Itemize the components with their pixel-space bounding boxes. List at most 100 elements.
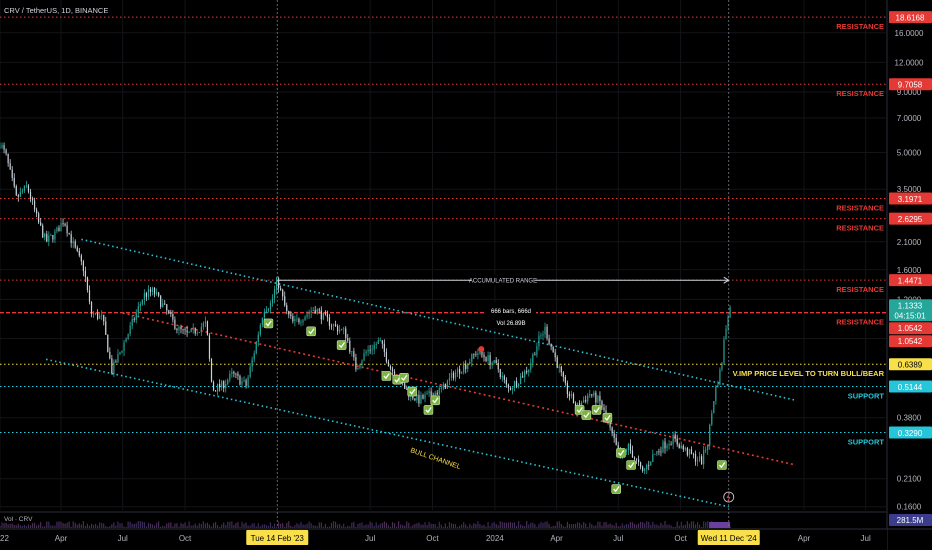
volume-bar <box>280 523 282 528</box>
volume-bar <box>648 521 650 528</box>
candle-body <box>247 376 249 386</box>
level-price-tag-label: 1.4471 <box>898 277 923 286</box>
price-axis[interactable]: 16.0000 12.0000 9.0000 7.0000 5.0000 3.5000 2.… <box>886 0 932 550</box>
candle-body <box>715 386 717 402</box>
volume-bar <box>137 521 139 528</box>
candle-body <box>27 185 30 192</box>
red-price-tag-label: 1.0542 <box>898 324 923 333</box>
volume-bar <box>688 523 691 528</box>
crosshairs <box>276 0 730 528</box>
volume-bar <box>153 525 156 528</box>
candle-body <box>345 328 347 339</box>
candle-body <box>172 313 174 320</box>
volume-bar <box>393 523 396 528</box>
candle-body <box>611 427 613 434</box>
volume-bar <box>257 523 259 528</box>
volume-value-label: 281.5M <box>897 516 924 525</box>
level-label: RESISTANCE <box>836 89 884 98</box>
volume-bar <box>275 526 278 528</box>
volume-bar <box>603 522 605 528</box>
candle-body <box>375 343 377 345</box>
time-tick-label: Jul <box>861 534 871 543</box>
candle-body <box>9 163 11 170</box>
volume-bar <box>241 521 243 528</box>
level-label: RESISTANCE <box>836 224 884 233</box>
volume-bar <box>235 523 237 528</box>
volume-bar <box>672 526 674 528</box>
level-price-tag <box>889 78 932 91</box>
volume-bar <box>450 523 453 528</box>
time-axis[interactable]: 2022 Apr Jul Oct Jul Oct 2024 Apr Jul Oct Apr Jul Tu… <box>0 528 932 550</box>
candle-body <box>278 278 280 289</box>
candle-body <box>542 334 544 336</box>
volume-bar <box>259 526 261 528</box>
volume-bar <box>1 522 3 528</box>
candle-body <box>452 372 455 379</box>
candle-body <box>631 450 634 458</box>
volume-bar <box>566 521 568 528</box>
candle-body <box>359 364 361 368</box>
candle-body <box>371 349 373 351</box>
candle-body <box>115 361 117 363</box>
volume-bar <box>320 522 322 528</box>
volume-bar <box>245 522 247 528</box>
volume-bar <box>446 526 449 528</box>
volume-bar <box>408 522 410 528</box>
channel-upper-line <box>81 238 797 402</box>
volume-bar <box>82 521 84 528</box>
candle-body <box>479 350 481 354</box>
red-price-tag <box>889 335 932 348</box>
volume-bar <box>251 523 253 528</box>
candle-body <box>438 388 440 395</box>
volume-bar <box>76 524 78 528</box>
price-tick-label: 16.0000 <box>895 29 924 38</box>
volume-bar <box>149 523 152 528</box>
checkmark-icon <box>717 460 727 470</box>
volume-bar <box>328 526 331 528</box>
checkmark-box <box>430 395 441 406</box>
volume-pane <box>0 511 886 528</box>
candle-body <box>194 327 196 334</box>
checkmark-box <box>591 405 602 415</box>
candle-body <box>162 303 164 307</box>
volume-bar <box>623 525 625 528</box>
volume-bar <box>650 524 652 528</box>
candle-body <box>249 366 251 377</box>
candle-body <box>593 392 595 396</box>
volume-bar <box>23 524 26 528</box>
volume-bar <box>113 522 115 528</box>
volume-bar <box>363 525 365 528</box>
volume-bar <box>212 523 215 528</box>
candle-body <box>629 443 632 451</box>
volume-bar <box>58 521 60 528</box>
volume-bar <box>105 526 107 528</box>
candle-body <box>29 191 32 200</box>
candle-body <box>149 289 152 292</box>
candle-body <box>507 384 510 389</box>
volume-bar <box>656 524 658 528</box>
candle-body <box>349 340 351 352</box>
volume-bar <box>123 526 125 528</box>
volume-bar <box>115 525 117 528</box>
candle-body <box>369 349 371 351</box>
volume-bar <box>703 521 705 528</box>
volume-bar <box>269 522 272 528</box>
candle-body <box>393 371 396 378</box>
time-tick-label: Apr <box>550 534 563 543</box>
candle-body <box>206 321 209 336</box>
candle-body <box>133 319 135 320</box>
level-price-tag <box>889 358 932 371</box>
volume-bar <box>698 524 701 528</box>
volume-bar <box>263 524 265 528</box>
volume-bar <box>595 525 597 528</box>
candle-body <box>42 225 44 238</box>
candle-body <box>97 312 99 319</box>
candle-body <box>540 335 542 337</box>
candle-body <box>572 394 575 404</box>
volume-bar <box>74 522 76 528</box>
candle-body <box>367 349 369 352</box>
candle-body <box>546 326 548 339</box>
candle-body <box>391 368 394 372</box>
candle-body <box>210 358 213 383</box>
